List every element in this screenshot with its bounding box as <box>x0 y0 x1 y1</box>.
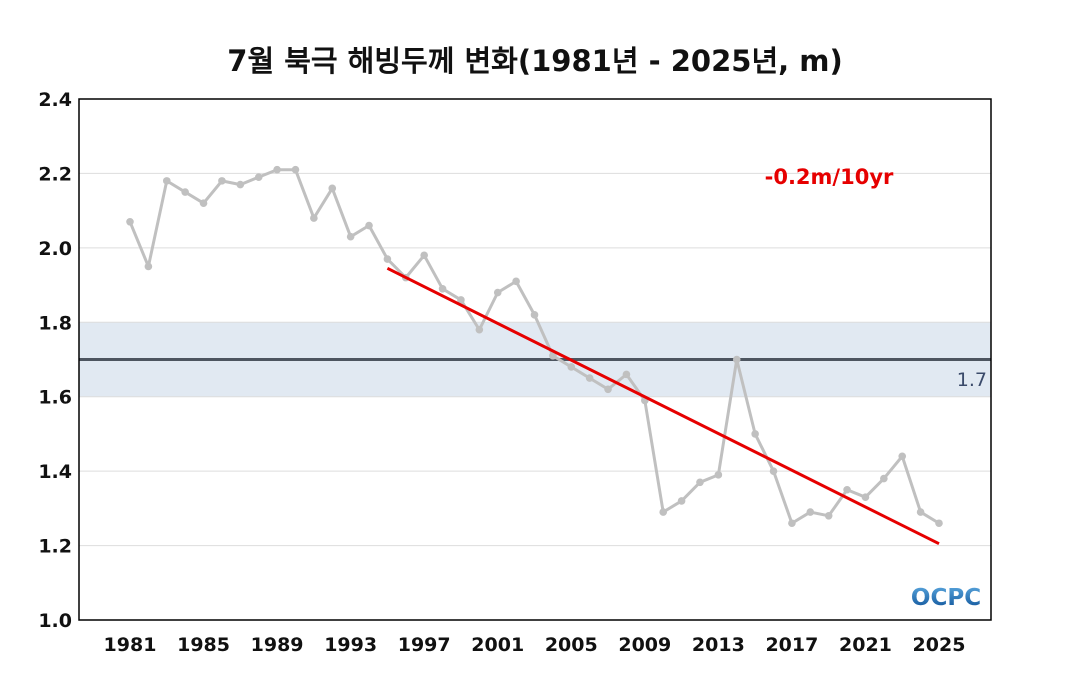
data-point <box>696 478 704 487</box>
data-point <box>622 370 631 379</box>
data-point <box>880 474 888 483</box>
chart-title: 7월 북극 해빙두께 변화(1981년 - 2025년, m) <box>227 44 842 78</box>
data-point <box>788 519 796 528</box>
data-point <box>254 173 263 181</box>
x-tick-label: 1989 <box>251 634 304 656</box>
data-point <box>346 232 355 241</box>
reference-value-label: 1.7 <box>957 369 987 391</box>
data-point <box>916 508 925 516</box>
x-tick-label: 2005 <box>545 634 598 656</box>
data-point <box>898 452 907 461</box>
data-point <box>457 296 465 304</box>
data-point <box>567 363 576 371</box>
x-tick-label: 2009 <box>618 634 671 656</box>
y-tick-label: 1.2 <box>38 536 72 558</box>
data-point <box>493 288 502 297</box>
data-point <box>328 184 337 193</box>
y-tick-label: 1.4 <box>38 461 72 483</box>
x-tick-label: 2017 <box>765 634 818 656</box>
y-tick-label: 1.6 <box>38 387 72 409</box>
data-point <box>530 311 539 319</box>
data-point <box>181 188 189 196</box>
data-point <box>659 508 668 516</box>
data-point <box>824 512 833 520</box>
data-point <box>677 497 686 505</box>
data-point <box>732 355 741 364</box>
data-point <box>218 177 226 185</box>
data-point <box>769 467 778 475</box>
data-point <box>420 251 428 260</box>
series-layer <box>126 165 943 528</box>
logo-wordmark: OCPC <box>911 585 981 611</box>
y-axis-ticks: 1.0 1.2 1.4 1.6 1.8 2.0 2.2 2.4 <box>38 89 72 632</box>
data-point <box>310 214 318 222</box>
data-point <box>714 471 723 479</box>
x-axis-ticks: 1981 1985 1989 1993 1997 2001 2005 2009 2013 2017… <box>104 634 966 656</box>
data-point <box>935 519 943 528</box>
data-point <box>604 385 612 394</box>
x-tick-label: 2013 <box>692 634 745 656</box>
x-tick-label: 2001 <box>471 634 524 656</box>
x-tick-label: 2021 <box>839 634 892 656</box>
data-point <box>585 374 594 382</box>
data-point <box>475 325 484 334</box>
y-tick-label: 1.8 <box>38 312 72 334</box>
data-point <box>162 177 171 185</box>
data-point <box>512 277 520 286</box>
data-point <box>861 493 870 501</box>
x-tick-label: 1981 <box>104 634 157 656</box>
data-point <box>843 485 851 494</box>
x-tick-label: 1985 <box>177 634 230 656</box>
ocpc-logo: OCPC <box>911 585 981 611</box>
y-tick-label: 1.0 <box>38 610 72 632</box>
data-point <box>273 165 281 174</box>
data-point <box>806 508 815 516</box>
data-point <box>438 284 447 293</box>
y-tick-label: 2.4 <box>38 89 72 111</box>
axes-frame <box>78 98 992 621</box>
gridlines <box>79 172 991 547</box>
data-point <box>751 430 759 438</box>
y-tick-label: 2.2 <box>38 163 72 185</box>
data-point <box>365 221 373 230</box>
trend-line <box>386 266 940 546</box>
data-point <box>144 262 153 271</box>
y-tick-label: 2.0 <box>38 238 72 260</box>
data-point <box>549 351 557 360</box>
trend-layer <box>386 266 940 546</box>
x-tick-label: 1997 <box>398 634 451 656</box>
data-point <box>199 199 208 207</box>
x-tick-label: 2025 <box>913 634 966 656</box>
x-tick-label: 1993 <box>324 634 377 656</box>
data-point <box>291 165 300 174</box>
data-point <box>236 180 245 189</box>
plot-frame <box>78 98 992 621</box>
trend-rate-label: -0.2m/10yr <box>765 165 894 189</box>
data-point <box>383 255 392 263</box>
data-point <box>126 218 134 226</box>
